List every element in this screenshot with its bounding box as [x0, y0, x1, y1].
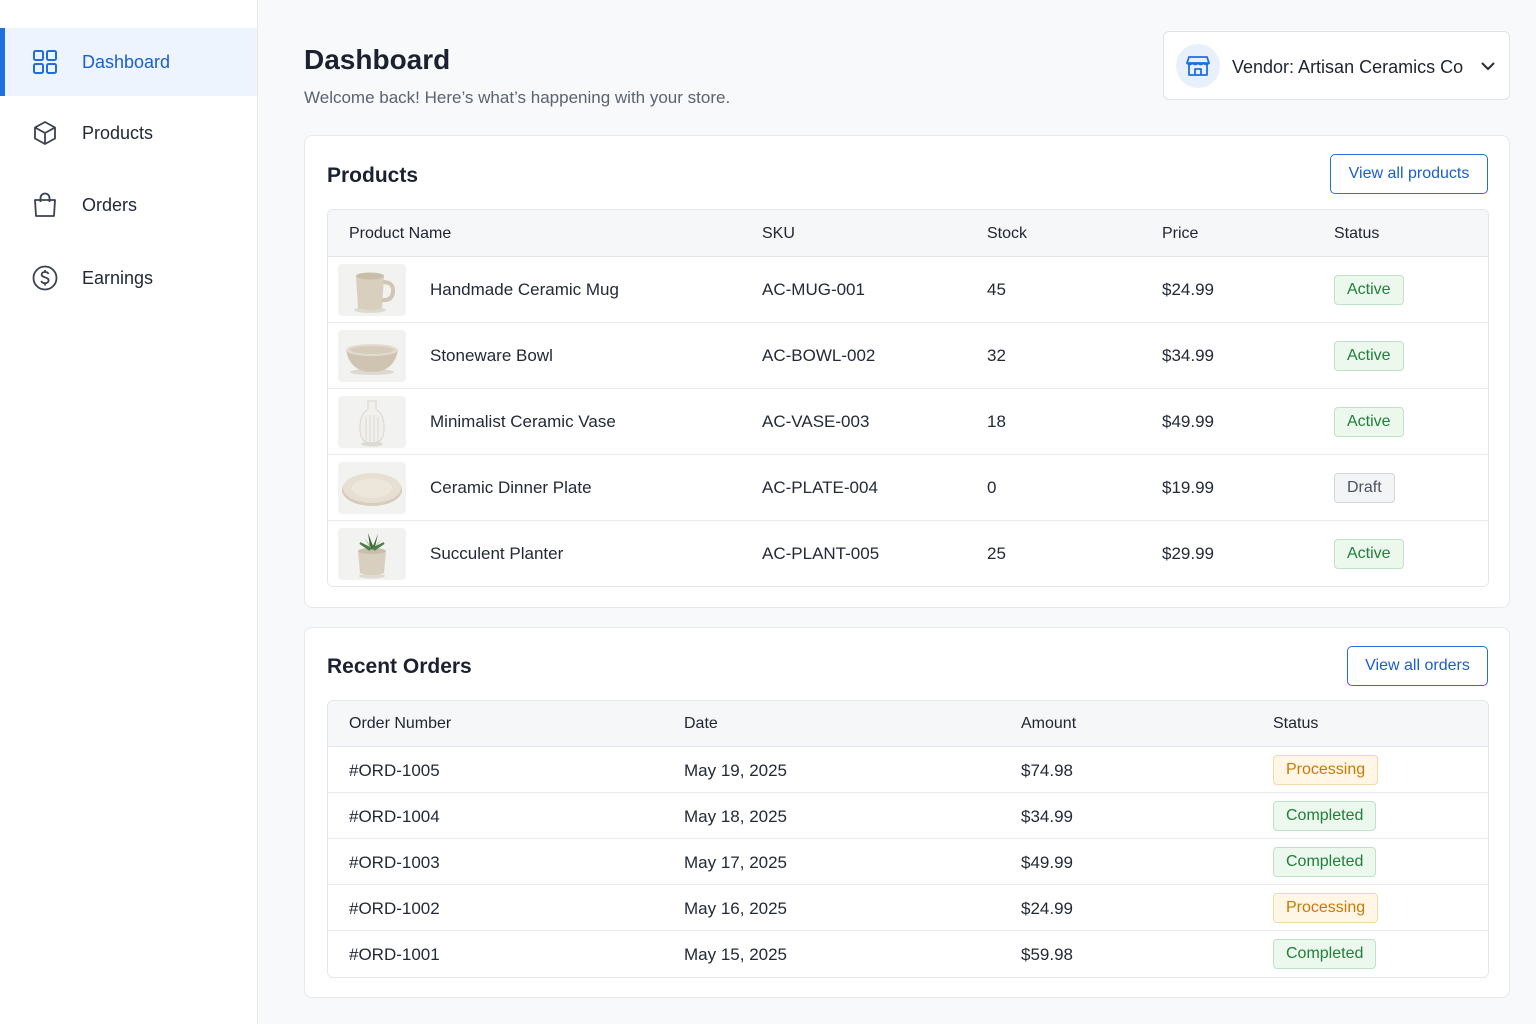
order-amount: $59.98: [1021, 945, 1073, 964]
sidebar-item-earnings[interactable]: Earnings: [0, 244, 257, 312]
status-badge: Completed: [1273, 939, 1377, 969]
chevron-down-icon: [1479, 57, 1497, 75]
order-date: May 15, 2025: [684, 945, 788, 964]
table-header: Product Name SKU Stock Price Status: [328, 210, 1488, 257]
view-all-orders-button[interactable]: View all orders: [1347, 646, 1488, 686]
orders-table: Order Number Date Amount Status #ORD-100…: [327, 700, 1489, 978]
table-row[interactable]: #ORD-1005 May 19, 2025 $74.98 Processing: [328, 747, 1488, 793]
sidebar-item-label: Earnings: [82, 267, 154, 288]
order-number[interactable]: #ORD-1002: [349, 899, 440, 918]
grid-icon: [31, 48, 59, 76]
order-number[interactable]: #ORD-1001: [349, 945, 440, 964]
table-row[interactable]: #ORD-1003 May 17, 2025 $49.99 Completed: [328, 839, 1488, 885]
products-table: Product Name SKU Stock Price Status Hand…: [327, 209, 1489, 587]
orders-card-title: Recent Orders: [327, 655, 472, 678]
table-row[interactable]: #ORD-1004 May 18, 2025 $34.99 Completed: [328, 793, 1488, 839]
order-number[interactable]: #ORD-1003: [349, 853, 440, 872]
cube-icon: [31, 119, 59, 147]
status-badge: Active: [1334, 275, 1404, 305]
shopping-bag-icon: [31, 191, 59, 219]
dollar-circle-icon: [31, 264, 59, 292]
status-badge: Processing: [1273, 755, 1379, 785]
table-row[interactable]: Ceramic Dinner Plate AC-PLATE-004 0 $19.…: [328, 455, 1488, 521]
table-row[interactable]: Stoneware Bowl AC-BOWL-002 32 $34.99 Act…: [328, 323, 1488, 389]
order-number[interactable]: #ORD-1004: [349, 807, 440, 826]
sidebar-item-products[interactable]: Products: [0, 99, 257, 167]
order-amount: $74.98: [1021, 761, 1073, 780]
product-sku: AC-PLATE-004: [762, 478, 878, 497]
vendor-label: Vendor: Artisan Ceramics Co: [1232, 57, 1464, 77]
product-sku: AC-BOWL-002: [762, 346, 876, 365]
product-thumbnail-plate: [338, 462, 406, 514]
product-name[interactable]: Stoneware Bowl: [430, 346, 553, 365]
table-row[interactable]: Handmade Ceramic Mug AC-MUG-001 45 $24.9…: [328, 257, 1488, 323]
table-row[interactable]: Minimalist Ceramic Vase AC-VASE-003 18 $…: [328, 389, 1488, 455]
order-date: May 18, 2025: [684, 807, 788, 826]
status-badge: Processing: [1273, 893, 1379, 923]
column-header-stock[interactable]: Stock: [987, 225, 1028, 242]
product-thumbnail-bowl: [338, 330, 406, 382]
view-all-products-button[interactable]: View all products: [1330, 154, 1488, 194]
table-row[interactable]: #ORD-1001 May 15, 2025 $59.98 Completed: [328, 931, 1488, 977]
column-header-amount[interactable]: Amount: [1021, 715, 1077, 732]
column-header-date[interactable]: Date: [684, 715, 718, 732]
table-row[interactable]: #ORD-1002 May 16, 2025 $24.99 Processing: [328, 885, 1488, 931]
product-name[interactable]: Handmade Ceramic Mug: [430, 280, 619, 299]
order-amount: $34.99: [1021, 807, 1073, 826]
product-price: $29.99: [1162, 544, 1214, 563]
product-name[interactable]: Minimalist Ceramic Vase: [430, 412, 616, 431]
table-row[interactable]: Succulent Planter AC-PLANT-005 25 $29.99…: [328, 521, 1488, 586]
order-date: May 16, 2025: [684, 899, 788, 918]
product-stock: 25: [987, 544, 1006, 563]
column-header-sku[interactable]: SKU: [762, 225, 795, 242]
column-header-status[interactable]: Status: [1334, 225, 1380, 242]
sidebar-item-label: Products: [82, 122, 154, 143]
product-name[interactable]: Succulent Planter: [430, 544, 564, 563]
product-stock: 18: [987, 412, 1006, 431]
product-name[interactable]: Ceramic Dinner Plate: [430, 478, 592, 497]
sidebar: Dashboard Products Orders Earnings: [0, 0, 258, 1024]
table-header: Order Number Date Amount Status: [328, 701, 1488, 747]
order-date: May 17, 2025: [684, 853, 788, 872]
recent-orders-card: Recent Orders View all orders Order Numb…: [304, 627, 1510, 998]
status-badge: Active: [1334, 341, 1404, 371]
product-sku: AC-PLANT-005: [762, 544, 880, 563]
product-price: $34.99: [1162, 346, 1214, 365]
products-card-title: Products: [327, 164, 419, 187]
sidebar-item-dashboard[interactable]: Dashboard: [0, 28, 257, 96]
product-stock: 45: [987, 280, 1006, 299]
product-stock: 0: [987, 478, 997, 497]
column-header-price[interactable]: Price: [1162, 225, 1199, 242]
product-thumbnail-mug: [338, 264, 406, 316]
product-sku: AC-MUG-001: [762, 280, 865, 299]
product-price: $24.99: [1162, 280, 1214, 299]
status-badge: Completed: [1273, 801, 1377, 831]
page-subtitle: Welcome back! Here’s what’s happening wi…: [304, 88, 731, 107]
products-card: Products View all products Product Name …: [304, 135, 1510, 608]
product-sku: AC-VASE-003: [762, 412, 870, 431]
product-thumbnail-planter: [338, 528, 406, 580]
column-header-status[interactable]: Status: [1273, 715, 1319, 732]
product-price: $49.99: [1162, 412, 1214, 431]
vendor-selector[interactable]: Vendor: Artisan Ceramics Co: [1163, 31, 1510, 100]
column-header-product-name[interactable]: Product Name: [349, 225, 452, 242]
store-icon: [1176, 44, 1220, 88]
product-thumbnail-vase: [338, 396, 406, 448]
sidebar-item-label: Orders: [82, 194, 138, 215]
product-stock: 32: [987, 346, 1006, 365]
product-price: $19.99: [1162, 478, 1214, 497]
order-number[interactable]: #ORD-1005: [349, 761, 440, 780]
status-badge: Active: [1334, 407, 1404, 437]
order-amount: $24.99: [1021, 899, 1073, 918]
sidebar-item-orders[interactable]: Orders: [0, 171, 257, 239]
sidebar-item-label: Dashboard: [82, 51, 171, 72]
page-title: Dashboard: [304, 44, 451, 75]
status-badge: Completed: [1273, 847, 1377, 877]
column-header-order-number[interactable]: Order Number: [349, 715, 452, 732]
status-badge: Draft: [1334, 473, 1395, 503]
order-amount: $49.99: [1021, 853, 1073, 872]
order-date: May 19, 2025: [684, 761, 788, 780]
status-badge: Active: [1334, 539, 1404, 569]
